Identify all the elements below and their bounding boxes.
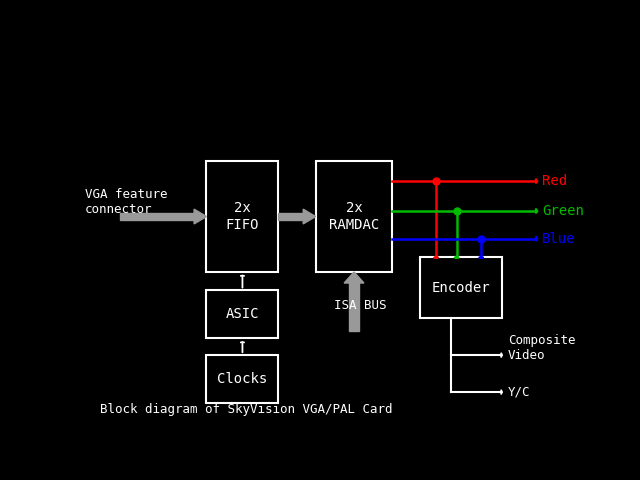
Polygon shape [344, 272, 364, 283]
Text: Red: Red [542, 174, 568, 188]
Bar [207, 161, 278, 272]
Bar [349, 283, 359, 331]
Text: Composite
Video: Composite Video [508, 334, 575, 362]
Text: Clocks: Clocks [218, 372, 268, 386]
Bar [278, 213, 303, 220]
Polygon shape [194, 209, 207, 224]
Polygon shape [303, 209, 316, 224]
Text: 2x
RAMDAC: 2x RAMDAC [329, 202, 379, 232]
Text: Block diagram of SkyVision VGA/PAL Card: Block diagram of SkyVision VGA/PAL Card [100, 403, 392, 416]
Text: Green: Green [542, 204, 584, 218]
Text: VGA feature
connector: VGA feature connector [85, 188, 168, 216]
Bar [120, 213, 194, 220]
Text: 2x
FIFO: 2x FIFO [226, 202, 259, 232]
Text: Blue: Blue [542, 232, 576, 246]
Bar [316, 161, 392, 272]
Text: ASIC: ASIC [226, 308, 259, 322]
Bar [207, 290, 278, 338]
Text: Encoder: Encoder [431, 281, 490, 295]
Text: ISA BUS: ISA BUS [334, 299, 387, 312]
Bar [420, 257, 502, 318]
Bar [207, 355, 278, 403]
Text: Y/C: Y/C [508, 385, 531, 398]
